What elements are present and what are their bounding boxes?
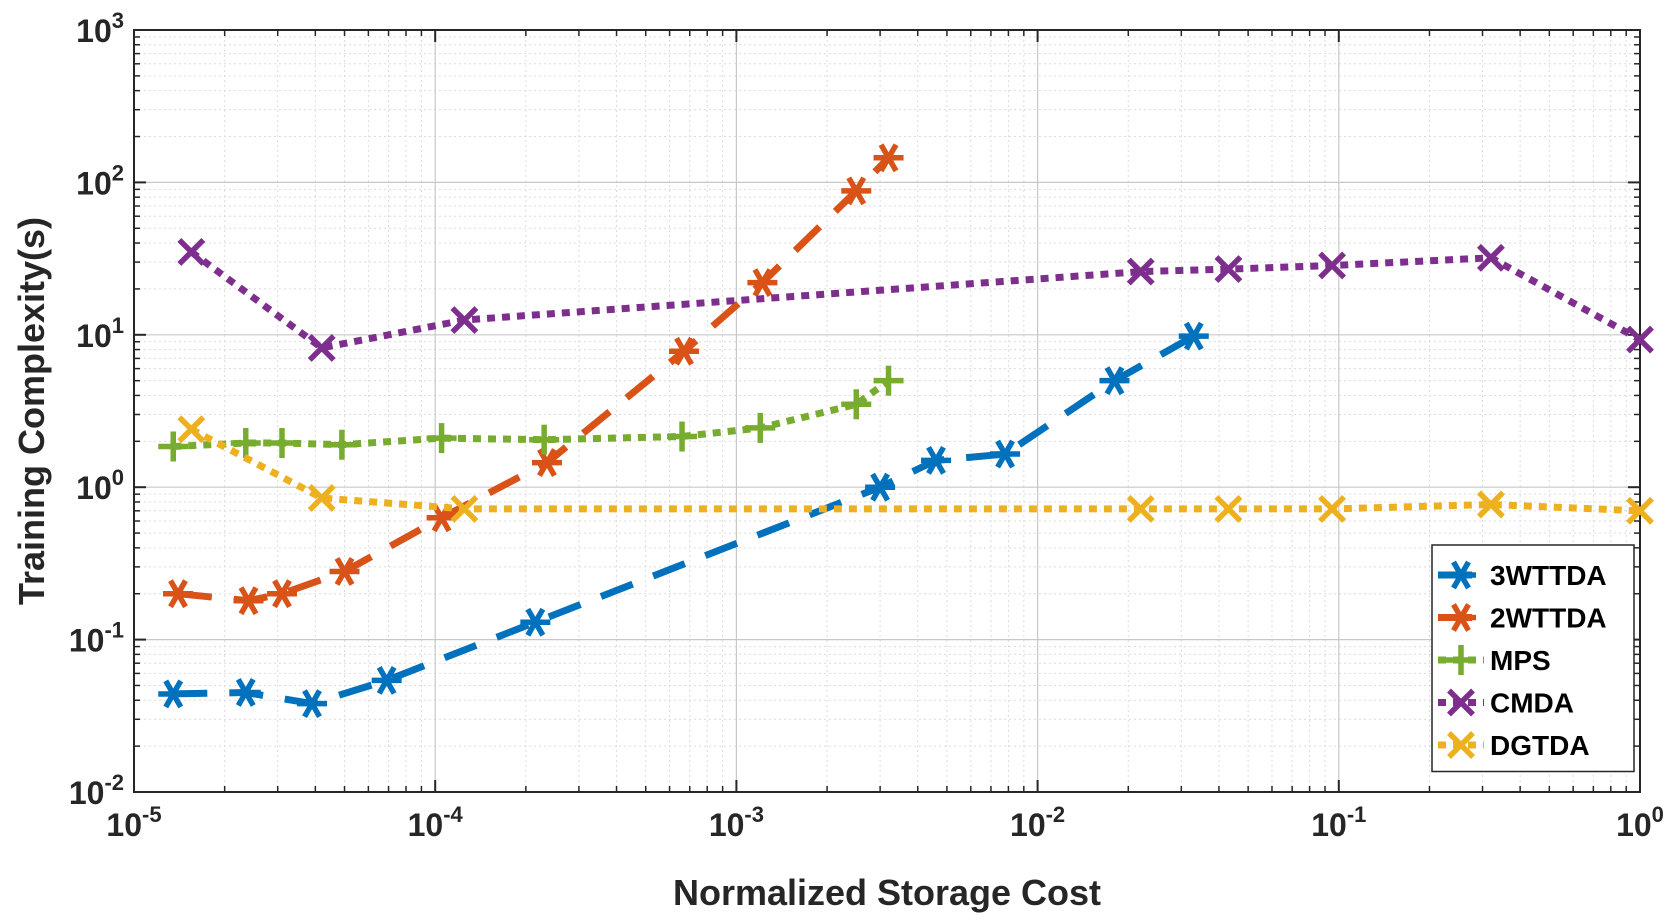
legend-item-mps[interactable]: MPS xyxy=(1438,645,1551,676)
x-tick-label: 10-5 xyxy=(106,802,161,843)
data-point-3wttda xyxy=(865,472,896,502)
axis-labels: Normalized Storage Cost Training Complexi… xyxy=(11,217,1101,913)
legend-item-dgtda[interactable]: DGTDA xyxy=(1438,730,1590,761)
data-point-cmda xyxy=(177,237,206,266)
y-axis-label: Training Complexity(s) xyxy=(11,217,52,605)
y-tick-label: 100 xyxy=(76,465,124,506)
data-point-3wttda xyxy=(230,678,261,707)
legend-item-2wttda[interactable]: 2WTTDA xyxy=(1438,603,1607,634)
legend-label-mps: MPS xyxy=(1490,645,1551,676)
data-point-cmda xyxy=(307,333,336,362)
data-point-3wttda xyxy=(921,445,952,475)
legend[interactable]: 3WTTDA 2WTTDA MPS CMDA DGTDA xyxy=(1431,544,1635,773)
data-point-dgtda xyxy=(1214,494,1243,523)
data-point-3wttda xyxy=(1178,321,1209,351)
series-3wttda xyxy=(158,321,1209,719)
data-point-3wttda xyxy=(990,439,1021,469)
data-point-dgtda xyxy=(307,484,336,512)
data-point-2wttda xyxy=(841,176,872,206)
data-point-2wttda xyxy=(669,336,700,366)
data-point-2wttda xyxy=(163,579,194,609)
axis-ticks: 10-5 10-4 10-3 10-2 10-1 100 10-2 10-1 100 101 102… xyxy=(69,8,1664,843)
data-point-dgtda xyxy=(1318,494,1347,523)
x-tick-label: 10-3 xyxy=(709,802,764,843)
data-point-mps xyxy=(745,412,776,443)
data-point-mps xyxy=(158,431,189,462)
data-point-mps xyxy=(841,389,872,420)
data-point-mps xyxy=(873,365,904,396)
data-point-dgtda xyxy=(177,415,206,444)
data-point-2wttda xyxy=(329,557,360,586)
legend-label-2wttda: 2WTTDA xyxy=(1490,603,1607,634)
data-point-dgtda xyxy=(1477,490,1505,519)
x-tick-label: 10-4 xyxy=(408,802,464,843)
data-point-cmda xyxy=(1626,325,1654,354)
legend-item-cmda[interactable]: CMDA xyxy=(1438,688,1574,719)
data-point-2wttda xyxy=(233,586,264,616)
legend-marker-cmda xyxy=(1447,688,1475,717)
x-tick-label: 100 xyxy=(1616,802,1664,843)
series-line-mps xyxy=(173,377,891,450)
y-tick-label: 10-2 xyxy=(69,770,124,811)
data-point-3wttda xyxy=(1099,366,1130,396)
data-point-3wttda xyxy=(371,665,402,695)
data-point-3wttda xyxy=(520,607,551,637)
data-point-cmda xyxy=(1214,255,1243,284)
plot-frame xyxy=(133,29,1641,793)
data-point-mps xyxy=(266,427,297,458)
data-point-cmda xyxy=(1126,257,1155,286)
legend-item-3wttda[interactable]: 3WTTDA xyxy=(1438,560,1607,591)
legend-marker-3wttda xyxy=(1446,560,1476,590)
data-point-cmda xyxy=(1477,243,1505,272)
data-point-cmda xyxy=(450,306,479,334)
data-point-dgtda xyxy=(450,494,479,523)
x-tick-label: 10-1 xyxy=(1311,802,1366,843)
data-point-dgtda xyxy=(1126,494,1155,523)
y-tick-label: 101 xyxy=(76,313,124,354)
legend-label-cmda: CMDA xyxy=(1490,688,1574,719)
series-line-3wttda xyxy=(173,333,1196,708)
x-tick-label: 10-2 xyxy=(1010,802,1065,843)
data-point-mps xyxy=(426,423,457,454)
legend-label-dgtda: DGTDA xyxy=(1490,730,1590,761)
series-mps xyxy=(158,365,904,462)
series-layer xyxy=(158,143,1654,719)
legend-marker-dgtda xyxy=(1447,731,1475,759)
data-point-mps xyxy=(667,421,698,452)
data-point-2wttda xyxy=(873,143,904,173)
series-cmda xyxy=(177,237,1654,362)
data-point-mps xyxy=(230,427,261,458)
series-dgtda xyxy=(177,415,1654,525)
data-point-dgtda xyxy=(1626,496,1654,525)
data-point-mps xyxy=(326,429,357,460)
data-point-3wttda xyxy=(297,689,328,719)
legend-label-3wttda: 3WTTDA xyxy=(1490,560,1607,591)
data-point-mps xyxy=(529,424,560,455)
data-point-2wttda xyxy=(747,268,778,298)
series-2wttda xyxy=(163,143,904,616)
legend-marker-2wttda xyxy=(1446,603,1476,632)
data-point-2wttda xyxy=(266,579,297,609)
legend-marker-mps xyxy=(1446,645,1476,675)
data-point-cmda xyxy=(1318,251,1347,280)
series-line-2wttda xyxy=(177,155,892,605)
y-tick-label: 10-1 xyxy=(69,618,124,659)
x-axis-label: Normalized Storage Cost xyxy=(673,872,1101,913)
series-line-cmda xyxy=(189,249,1642,352)
data-point-3wttda xyxy=(158,679,189,709)
series-line-dgtda xyxy=(189,426,1641,515)
y-tick-label: 102 xyxy=(76,160,124,201)
y-tick-label: 103 xyxy=(76,8,124,49)
